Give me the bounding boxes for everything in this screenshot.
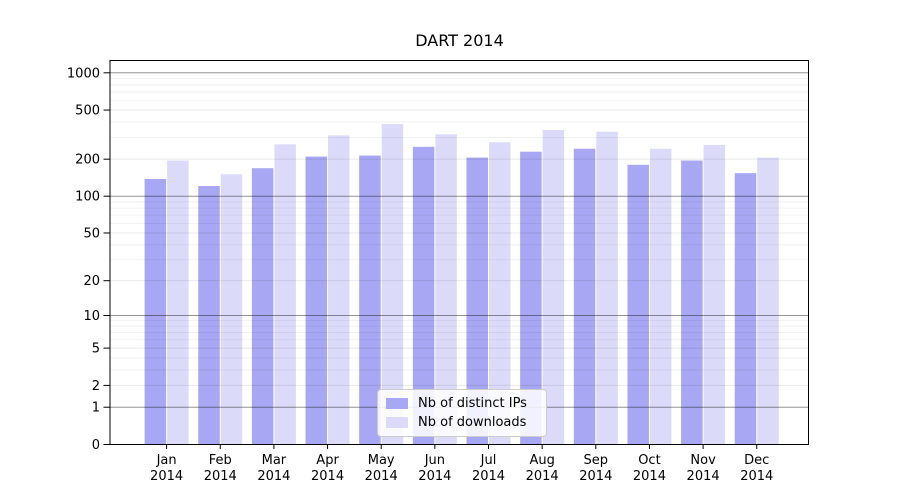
bar-downloads-may xyxy=(381,124,404,445)
x-tick-label-year-aug: 2014 xyxy=(526,469,559,484)
y-tick-label-20: 20 xyxy=(83,274,100,289)
x-tick-label-month-jul: Jul xyxy=(480,453,497,468)
bar-downloads-mar xyxy=(274,144,296,445)
x-tick-label-month-mar: Mar xyxy=(262,453,287,468)
bar-distinct-ips-jun xyxy=(412,146,435,445)
x-tick-label-month-jan: Jan xyxy=(156,453,177,468)
bar-distinct-ips-jul xyxy=(466,157,488,445)
legend-label-distinct-ips: Nb of distinct IPs xyxy=(418,396,527,411)
bar-distinct-ips-dec xyxy=(734,173,757,445)
y-tick-label-50: 50 xyxy=(83,226,100,241)
x-tick-label-year-sep: 2014 xyxy=(579,469,612,484)
bar-downloads-jan xyxy=(167,160,189,445)
y-tick-label-100: 100 xyxy=(75,190,100,205)
x-tick-label-year-feb: 2014 xyxy=(204,469,237,484)
x-tick-label-year-mar: 2014 xyxy=(257,469,290,484)
x-tick-label-month-sep: Sep xyxy=(584,453,609,468)
bar-distinct-ips-apr xyxy=(305,156,328,445)
x-tick-label-year-apr: 2014 xyxy=(311,469,344,484)
chart-title: DART 2014 xyxy=(415,31,504,50)
legend-swatch-distinct-ips xyxy=(386,398,408,409)
legend-item-downloads: Nb of downloads xyxy=(386,415,538,430)
bar-downloads-aug xyxy=(542,129,565,445)
bar-distinct-ips-mar xyxy=(251,168,274,445)
x-tick-label-year-jun: 2014 xyxy=(418,469,451,484)
bar-distinct-ips-nov xyxy=(681,160,703,445)
bar-distinct-ips-aug xyxy=(520,151,542,445)
bar-downloads-oct xyxy=(649,148,672,445)
x-tick-label-month-aug: Aug xyxy=(529,453,554,468)
y-tick-label-10: 10 xyxy=(83,309,100,324)
legend: Nb of distinct IPs Nb of downloads xyxy=(377,389,547,437)
x-tick-label-year-may: 2014 xyxy=(365,469,398,484)
bar-downloads-sep xyxy=(596,131,618,445)
bar-distinct-ips-sep xyxy=(573,148,596,445)
y-tick-label-500: 500 xyxy=(75,104,100,119)
x-tick-label-month-nov: Nov xyxy=(690,453,716,468)
x-tick-label-month-apr: Apr xyxy=(316,453,339,468)
bar-distinct-ips-jan xyxy=(144,179,167,445)
x-tick-label-year-jan: 2014 xyxy=(150,469,183,484)
x-tick-label-month-dec: Dec xyxy=(744,453,769,468)
bar-downloads-nov xyxy=(703,144,726,445)
y-tick-label-1000: 1000 xyxy=(67,66,100,81)
bar-distinct-ips-may xyxy=(359,155,381,445)
bar-downloads-jun xyxy=(435,134,457,445)
legend-swatch-downloads xyxy=(386,417,408,428)
x-tick-label-year-jul: 2014 xyxy=(472,469,505,484)
x-tick-label-year-oct: 2014 xyxy=(633,469,666,484)
y-tick-label-0: 0 xyxy=(92,438,100,453)
bar-downloads-feb xyxy=(220,174,243,445)
x-tick-label-month-may: May xyxy=(368,453,395,468)
x-tick-label-year-dec: 2014 xyxy=(740,469,773,484)
plot-border xyxy=(109,60,809,445)
legend-label-downloads: Nb of downloads xyxy=(418,415,527,430)
y-tick-label-2: 2 xyxy=(92,379,100,394)
x-tick-label-month-jun: Jun xyxy=(424,453,445,468)
bar-distinct-ips-oct xyxy=(627,164,649,445)
x-tick-label-year-nov: 2014 xyxy=(687,469,720,484)
x-tick-label-month-oct: Oct xyxy=(638,453,660,468)
y-tick-label-200: 200 xyxy=(75,153,100,168)
y-tick-label-1: 1 xyxy=(92,401,100,416)
bar-distinct-ips-feb xyxy=(198,186,220,445)
bar-downloads-jul xyxy=(489,142,511,445)
legend-item-distinct-ips: Nb of distinct IPs xyxy=(386,396,538,411)
x-tick-label-month-feb: Feb xyxy=(209,453,232,468)
bar-downloads-apr xyxy=(328,135,350,445)
bar-downloads-dec xyxy=(757,157,779,445)
y-tick-label-5: 5 xyxy=(92,342,100,357)
